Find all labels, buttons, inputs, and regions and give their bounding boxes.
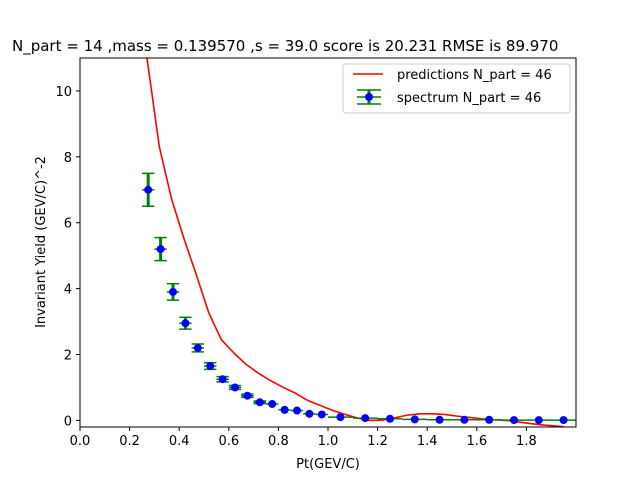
spectrum-point (303, 409, 316, 418)
x-tick-label: 1.2 (367, 434, 388, 449)
spectrum-point (204, 362, 217, 371)
spectrum-point (501, 416, 527, 425)
spectrum-marker (144, 185, 153, 194)
spectrum-point (278, 405, 291, 414)
y-tick-label: 4 (64, 283, 72, 298)
spectrum-point (551, 416, 576, 425)
spectrum-point (166, 282, 180, 301)
spectrum-point (142, 172, 155, 208)
y-tick-label: 10 (55, 85, 72, 100)
plot-area (79, 57, 577, 428)
x-tick-label: 0.0 (70, 434, 91, 449)
spectrum-marker (243, 391, 252, 400)
x-axis-title: Pt(GEV/C) (296, 457, 360, 472)
x-tick-label: 1.8 (516, 434, 537, 449)
spectrum-marker (410, 415, 419, 424)
spectrum-marker (534, 416, 543, 425)
spectrum-marker (268, 399, 277, 408)
spectrum-marker (280, 405, 289, 414)
legend-spectrum-swatch (357, 89, 381, 105)
spectrum-point (191, 343, 204, 353)
spectrum-point (452, 415, 477, 424)
spectrum-marker (510, 416, 518, 425)
spectrum-marker (181, 319, 190, 328)
x-tick-label: 0.6 (218, 434, 239, 449)
spectrum-point (328, 413, 353, 422)
spectrum-point (179, 316, 192, 330)
spectrum-point (216, 375, 229, 384)
spectrum-marker (485, 415, 494, 424)
spectrum-point (241, 391, 254, 400)
spectrum-marker (193, 343, 202, 352)
spectrum-marker (336, 413, 345, 422)
spectrum-marker (231, 383, 239, 392)
legend-spectrum-label: spectrum N_part = 46 (397, 91, 541, 106)
x-tick-label: 1.4 (417, 434, 438, 449)
spectrum-point (154, 236, 167, 262)
spectrum-marker (305, 409, 314, 418)
spectrum-point (476, 415, 502, 424)
spectrum-point (290, 406, 304, 415)
spectrum-point (352, 414, 378, 423)
y-tick-label: 6 (64, 217, 72, 232)
spectrum-point (228, 383, 242, 392)
spectrum-marker (317, 410, 326, 419)
spectrum-point (377, 414, 403, 423)
y-axis-title: Invariant Yield (GEV/C)^-2 (34, 156, 49, 328)
spectrum-marker (206, 362, 215, 371)
spectrum-marker (435, 415, 444, 424)
spectrum-point (315, 410, 328, 419)
spectrum-point (253, 398, 266, 407)
spectrum-marker (169, 287, 177, 296)
x-tick-label: 0.4 (169, 434, 190, 449)
x-tick-label: 0.8 (268, 434, 289, 449)
x-axis: 0.0 0.2 0.4 0.6 0.8 1.0 1.2 1.4 1.6 1.8 (70, 427, 537, 449)
chart-title: N_part = 14 ,mass = 0.139570 ,s = 39.0 s… (12, 37, 558, 56)
spectrum-marker (293, 406, 301, 415)
marks-layer (142, 58, 576, 427)
spectrum-marker (156, 245, 165, 254)
legend: predictions N_part = 46 spectrum N_part … (342, 63, 571, 114)
x-tick-label: 0.2 (119, 434, 140, 449)
spectrum-marker (218, 375, 227, 384)
spectrum-point (526, 416, 552, 425)
x-tick-label: 1.0 (318, 434, 339, 449)
y-tick-label: 2 (64, 349, 72, 364)
legend-predictions-label: predictions N_part = 46 (397, 68, 552, 83)
x-tick-label: 1.6 (466, 434, 487, 449)
y-tick-label: 8 (64, 151, 72, 166)
y-tick-label: 0 (64, 414, 72, 429)
legend-frame (342, 63, 571, 114)
spectrum-marker (386, 414, 394, 423)
y-axis: 0 2 4 6 8 10 (55, 85, 80, 429)
spectrum-point (402, 415, 428, 424)
spectrum-point (427, 415, 452, 424)
plot-background (80, 58, 576, 427)
spectrum-marker (255, 398, 264, 407)
spectrum-marker (559, 416, 568, 425)
spectrum-point (266, 399, 279, 408)
spectrum-marker (460, 415, 469, 424)
spectrum-marker (361, 414, 370, 423)
